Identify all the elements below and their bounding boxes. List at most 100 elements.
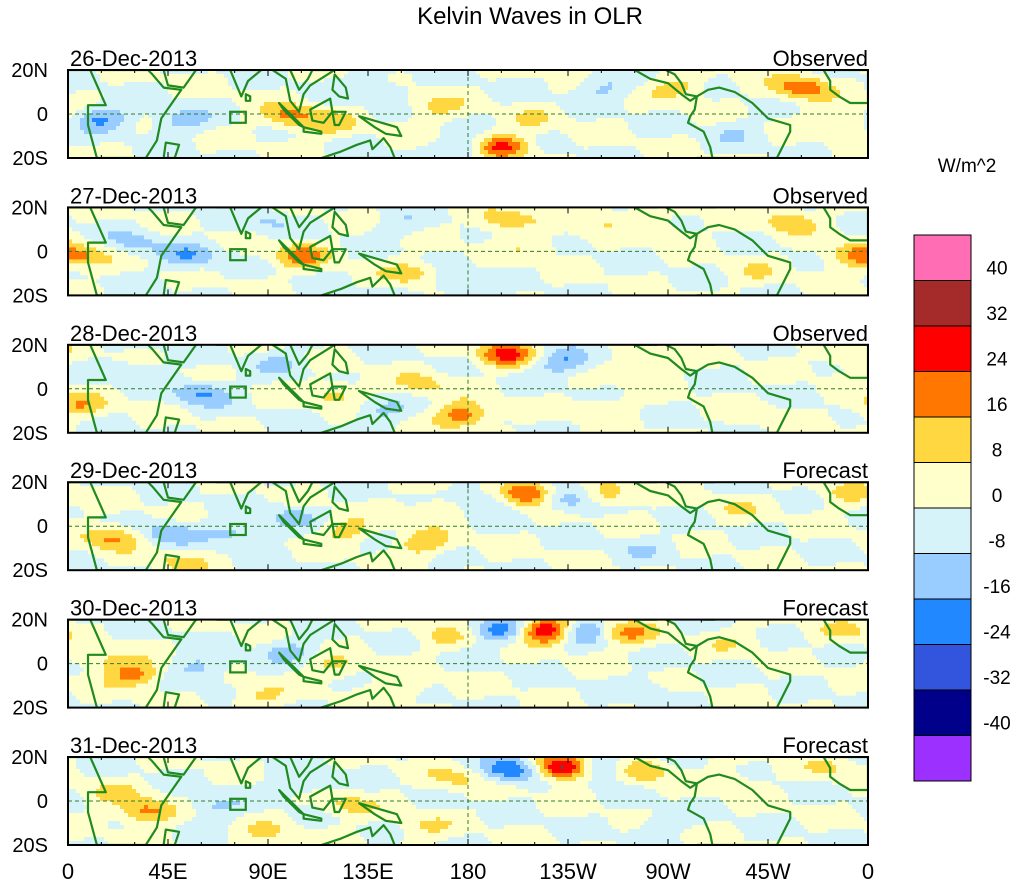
- anomaly-cell: [448, 110, 453, 115]
- anomaly-cell: [112, 90, 117, 95]
- anomaly-cell: [612, 138, 617, 143]
- anomaly-cell: [88, 146, 93, 151]
- anomaly-cell: [244, 106, 249, 111]
- anomaly-cell: [768, 211, 773, 216]
- anomaly-cell: [656, 138, 661, 143]
- anomaly-cell: [388, 207, 393, 212]
- anomaly-cell: [704, 126, 709, 131]
- anomaly-cell: [136, 130, 141, 135]
- anomaly-cell: [276, 86, 281, 91]
- anomaly-cell: [436, 86, 441, 91]
- anomaly-cell: [580, 154, 585, 158]
- anomaly-cell: [680, 102, 685, 107]
- anomaly-cell: [200, 130, 205, 135]
- anomaly-cell: [736, 90, 741, 95]
- anomaly-cell: [720, 74, 725, 79]
- anomaly-cell: [72, 130, 77, 135]
- anomaly-cell: [564, 134, 569, 139]
- anomaly-cell: [248, 154, 253, 158]
- anomaly-cell: [516, 215, 521, 220]
- anomaly-cell: [192, 126, 197, 131]
- anomaly-cell: [404, 78, 409, 83]
- anomaly-cell: [836, 102, 841, 107]
- anomaly-cell: [520, 211, 525, 216]
- anomaly-cell: [108, 102, 113, 107]
- anomaly-cell: [848, 118, 853, 123]
- anomaly-cell: [820, 142, 825, 147]
- anomaly-cell: [504, 102, 509, 107]
- anomaly-cell: [748, 78, 753, 83]
- anomaly-cell: [344, 126, 349, 131]
- anomaly-cell: [256, 211, 261, 216]
- anomaly-cell: [628, 90, 633, 95]
- anomaly-cell: [640, 94, 645, 99]
- anomaly-cell: [652, 207, 657, 212]
- anomaly-cell: [736, 118, 741, 123]
- anomaly-cell: [164, 130, 169, 135]
- anomaly-cell: [476, 142, 481, 147]
- anomaly-cell: [724, 154, 729, 158]
- anomaly-cell: [612, 126, 617, 131]
- anomaly-cell: [696, 74, 701, 79]
- anomaly-cell: [324, 126, 329, 131]
- anomaly-cell: [840, 142, 845, 147]
- anomaly-cell: [804, 150, 809, 155]
- anomaly-cell: [576, 150, 581, 155]
- anomaly-cell: [580, 106, 585, 111]
- anomaly-cell: [740, 118, 745, 123]
- anomaly-cell: [148, 102, 153, 107]
- anomaly-cell: [144, 142, 149, 147]
- anomaly-cell: [796, 146, 801, 151]
- anomaly-cell: [632, 146, 637, 151]
- anomaly-cell: [140, 134, 145, 139]
- anomaly-cell: [408, 146, 413, 151]
- anomaly-cell: [508, 130, 513, 135]
- anomaly-cell: [204, 134, 209, 139]
- anomaly-cell: [684, 142, 689, 147]
- anomaly-cell: [568, 102, 573, 107]
- anomaly-cell: [832, 122, 837, 127]
- anomaly-cell: [624, 74, 629, 79]
- anomaly-cell: [548, 150, 553, 155]
- anomaly-cell: [844, 211, 849, 216]
- anomaly-cell: [760, 74, 765, 79]
- anomaly-cell: [636, 78, 641, 83]
- anomaly-cell: [84, 86, 89, 91]
- anomaly-cell: [608, 130, 613, 135]
- anomaly-cell: [316, 90, 321, 95]
- anomaly-cell: [520, 98, 525, 103]
- anomaly-cell: [584, 82, 589, 87]
- anomaly-cell: [796, 98, 801, 103]
- anomaly-cell: [788, 118, 793, 123]
- anomaly-cell: [260, 150, 265, 155]
- anomaly-cell: [252, 122, 257, 127]
- anomaly-cell: [420, 138, 425, 143]
- anomaly-cell: [736, 78, 741, 83]
- anomaly-cell: [240, 130, 245, 135]
- anomaly-cell: [612, 130, 617, 135]
- anomaly-cell: [200, 78, 205, 83]
- anomaly-cell: [120, 102, 125, 107]
- anomaly-cell: [308, 146, 313, 151]
- anomaly-cell: [528, 146, 533, 151]
- anomaly-cell: [116, 130, 121, 135]
- anomaly-cell: [120, 74, 125, 79]
- anomaly-cell: [524, 70, 529, 75]
- anomaly-cell: [196, 78, 201, 83]
- anomaly-cell: [348, 134, 353, 139]
- anomaly-cell: [396, 215, 401, 220]
- anomaly-cell: [196, 82, 201, 87]
- anomaly-cell: [460, 134, 465, 139]
- anomaly-cell: [424, 70, 429, 75]
- anomaly-cell: [564, 114, 569, 119]
- anomaly-cell: [720, 130, 725, 135]
- anomaly-cell: [492, 86, 497, 91]
- anomaly-cell: [260, 122, 265, 127]
- anomaly-cell: [652, 122, 657, 127]
- anomaly-cell: [280, 138, 285, 143]
- anomaly-cell: [792, 130, 797, 135]
- anomaly-cell: [728, 122, 733, 127]
- anomaly-cell: [528, 78, 533, 83]
- anomaly-cell: [404, 126, 409, 131]
- anomaly-cell: [652, 134, 657, 139]
